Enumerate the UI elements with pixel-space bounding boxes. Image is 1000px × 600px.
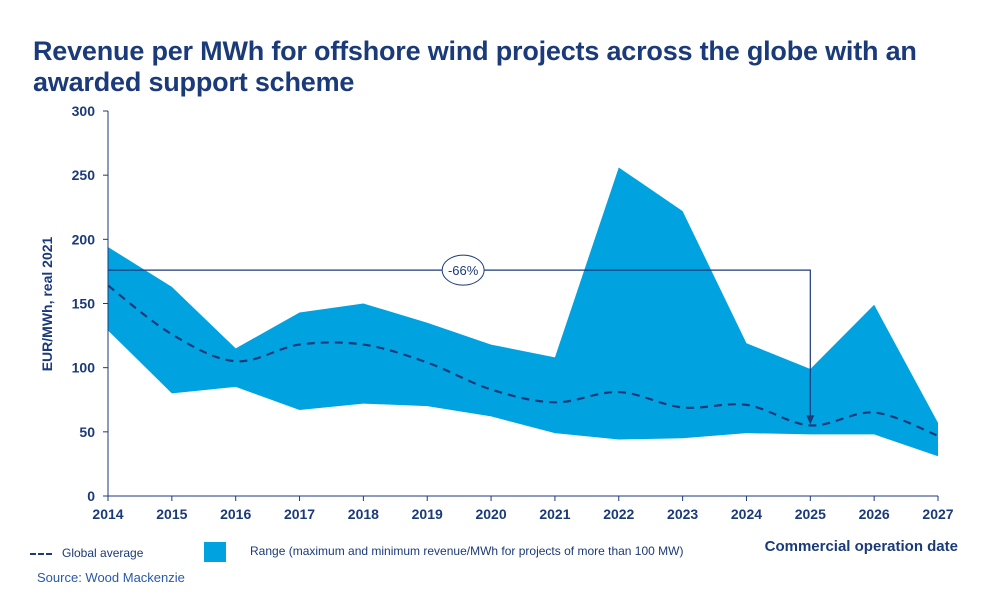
x-tick-label: 2027	[922, 506, 953, 522]
source-note: Source: Wood Mackenzie	[37, 570, 185, 585]
x-tick-label: 2020	[475, 506, 506, 522]
y-tick-label: 0	[87, 488, 95, 504]
y-tick-label: 200	[72, 231, 96, 247]
x-tick-label: 2017	[284, 506, 315, 522]
arrow-down-icon	[806, 415, 815, 425]
annotation-line	[108, 269, 811, 422]
chart-title: Revenue per MWh for offshore wind projec…	[33, 36, 917, 97]
x-tick-label: 2016	[220, 506, 251, 522]
y-tick-label: 150	[72, 296, 96, 312]
dashed-line-icon	[30, 552, 52, 555]
legend-range: Range (maximum and minimum revenue/MWh f…	[204, 542, 683, 562]
legend-average-label: Global average	[62, 546, 144, 560]
y-tick-label: 300	[72, 103, 96, 119]
global-average-line	[107, 284, 939, 437]
y-tick-label: 50	[79, 424, 95, 440]
legend-range-label: Range (maximum and minimum revenue/MWh f…	[250, 544, 684, 559]
x-tick-label: 2026	[859, 506, 890, 522]
y-axis-label: EUR/MWh, real 2021	[39, 236, 55, 371]
x-tick-label: 2015	[156, 506, 187, 522]
x-tick-label: 2014	[92, 506, 123, 522]
x-tick-label: 2024	[731, 506, 762, 522]
x-tick-label: 2025	[795, 506, 826, 522]
range-area	[108, 167, 938, 457]
annotation-label: -66%	[448, 263, 479, 278]
legend-average: Global average	[30, 546, 143, 560]
x-tick-label: 2021	[539, 506, 570, 522]
x-tick-label: 2019	[412, 506, 443, 522]
y-tick-label: 100	[72, 360, 96, 376]
x-tick-label: 2023	[667, 506, 698, 522]
range-swatch-icon	[204, 542, 226, 562]
x-tick-label: 2022	[603, 506, 634, 522]
x-axis-label: Commercial operation date	[764, 538, 958, 555]
annotation-bubble	[441, 254, 485, 286]
y-tick-label: 250	[72, 167, 96, 183]
x-tick-label: 2018	[348, 506, 379, 522]
